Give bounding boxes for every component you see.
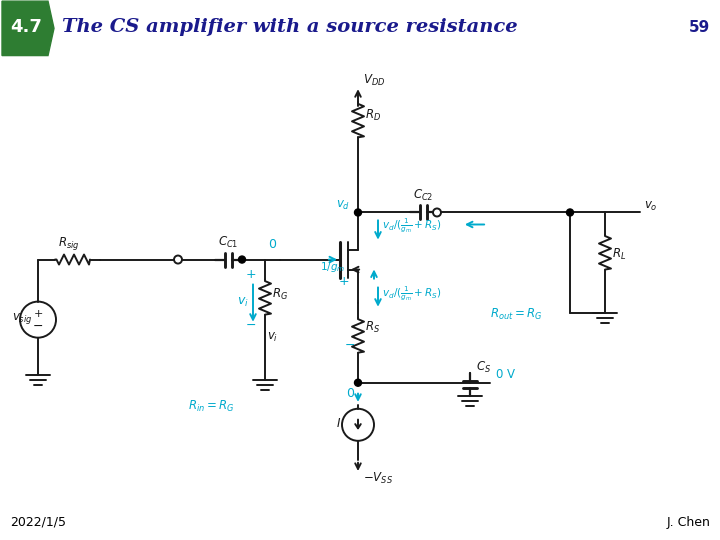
Text: $+$: $+$ [245,267,256,281]
Text: 59: 59 [689,20,710,35]
Polygon shape [2,1,54,56]
Text: $1/g_m$: $1/g_m$ [320,260,346,274]
Text: $R_G$: $R_G$ [272,287,288,302]
Text: +: + [33,309,42,319]
Text: $I$: $I$ [336,417,341,430]
Text: $R_S$: $R_S$ [365,320,380,335]
Text: $-V_{SS}$: $-V_{SS}$ [363,471,393,486]
Text: $R_{out} = R_G$: $R_{out} = R_G$ [490,307,543,322]
Text: $R_D$: $R_D$ [365,109,381,124]
Text: The CS amplifier with a source resistance: The CS amplifier with a source resistanc… [62,18,518,36]
Text: $v_o$: $v_o$ [644,199,657,213]
Text: J. Chen: J. Chen [666,516,710,529]
Text: $V_{DD}$: $V_{DD}$ [363,73,385,89]
Text: $R_{sig}$: $R_{sig}$ [58,234,80,252]
Circle shape [174,255,182,264]
Circle shape [567,209,574,216]
Text: $v_i$: $v_i$ [267,330,278,344]
Text: $+$: $+$ [338,274,349,288]
Text: $C_{C2}$: $C_{C2}$ [413,187,433,202]
Circle shape [433,208,441,217]
Text: $C_S$: $C_S$ [476,360,491,375]
Text: 2022/1/5: 2022/1/5 [10,516,66,529]
Text: $C_{C1}$: $C_{C1}$ [218,234,238,249]
Text: $v_d/(\frac{1}{g_m}+R_S)$: $v_d/(\frac{1}{g_m}+R_S)$ [382,285,441,302]
Text: $R_{in} = R_G$: $R_{in} = R_G$ [188,399,235,414]
Text: 0: 0 [268,238,276,251]
Text: $0\ \mathrm{V}$: $0\ \mathrm{V}$ [495,368,516,381]
Text: $-$: $-$ [245,318,256,330]
Circle shape [238,256,246,263]
Text: $v_d$: $v_d$ [336,199,350,212]
Text: $v_d/(\frac{1}{g_m}+R_S)$: $v_d/(\frac{1}{g_m}+R_S)$ [382,217,441,235]
Text: −: − [32,320,43,333]
Text: $v_{sig}$: $v_{sig}$ [12,310,32,326]
Circle shape [354,379,361,386]
Text: $-$: $-$ [344,338,355,350]
Text: 0: 0 [346,387,354,400]
Text: 4.7: 4.7 [10,18,42,36]
Circle shape [354,209,361,216]
Text: $v_i$: $v_i$ [237,295,249,309]
Text: $R_L$: $R_L$ [612,247,626,262]
